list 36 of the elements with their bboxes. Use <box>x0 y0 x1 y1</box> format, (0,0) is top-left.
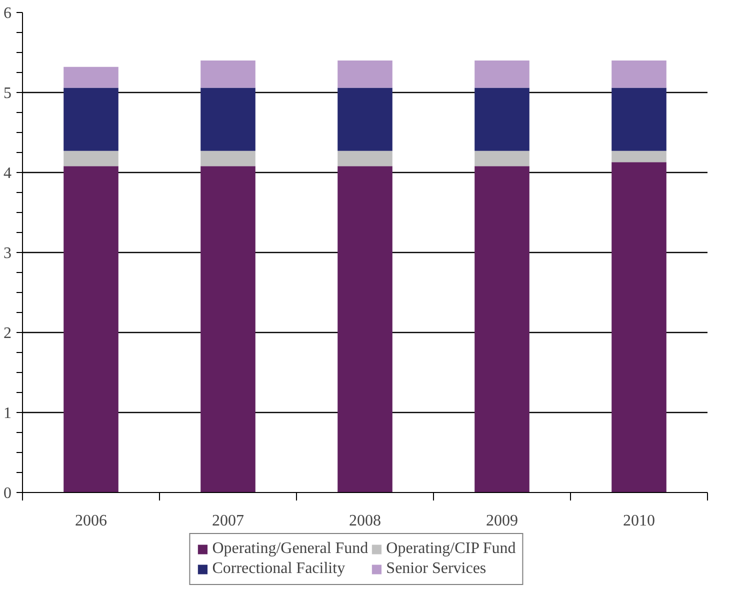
bar <box>338 150 392 166</box>
bar <box>200 88 256 151</box>
legend-label: Senior Services <box>386 560 486 578</box>
bar <box>338 88 392 151</box>
bar <box>64 166 118 492</box>
bar <box>200 166 256 492</box>
bar <box>474 88 530 151</box>
legend-label: Operating/CIP Fund <box>386 540 516 558</box>
bar <box>338 60 392 88</box>
y-tick-label: 3 <box>4 245 12 262</box>
y-tick-label: 1 <box>4 405 12 422</box>
bar <box>338 166 392 492</box>
bar <box>474 60 530 88</box>
bar <box>612 60 666 88</box>
x-tick-label: 2010 <box>623 512 655 530</box>
bar <box>200 150 256 166</box>
bar <box>64 88 118 151</box>
y-tick-label: 0 <box>4 485 12 502</box>
legend-label: Operating/General Fund <box>212 540 368 558</box>
x-tick-label: 2009 <box>486 512 518 530</box>
bar <box>200 60 256 88</box>
x-tick-label: 2008 <box>349 512 381 530</box>
bar <box>64 150 118 166</box>
bar <box>612 150 666 162</box>
bar <box>64 66 118 88</box>
bar <box>612 162 666 492</box>
y-tick-label: 5 <box>4 85 12 102</box>
legend-label: Correctional Facility <box>212 560 346 578</box>
bar <box>612 88 666 151</box>
x-tick-label: 2007 <box>212 512 244 530</box>
x-tick-label: 2006 <box>75 512 107 530</box>
bar <box>474 150 530 166</box>
y-tick-label: 4 <box>4 165 12 182</box>
bar <box>474 166 530 492</box>
y-tick-label: 6 <box>4 5 12 22</box>
y-tick-label: 2 <box>4 325 12 342</box>
